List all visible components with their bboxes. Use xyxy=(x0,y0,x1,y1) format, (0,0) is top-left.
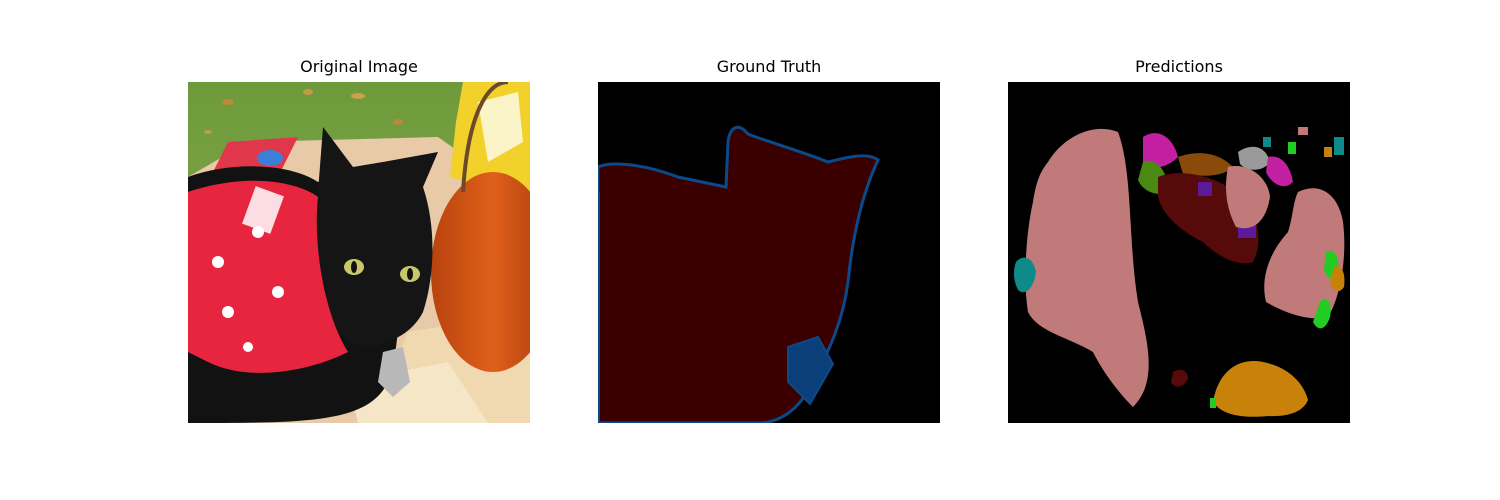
panel-title-predictions: Predictions xyxy=(1135,57,1223,76)
predictions-panel: Predictions xyxy=(1008,0,1350,500)
ground-truth-mask xyxy=(598,82,940,423)
panel-title-original: Original Image xyxy=(300,57,418,76)
predictions-mask xyxy=(1008,82,1350,423)
panel-title-ground-truth: Ground Truth xyxy=(716,57,822,76)
original-image-panel: Original Image xyxy=(188,0,530,500)
ground-truth-panel: Ground Truth xyxy=(598,0,940,500)
original-photo xyxy=(188,82,530,423)
